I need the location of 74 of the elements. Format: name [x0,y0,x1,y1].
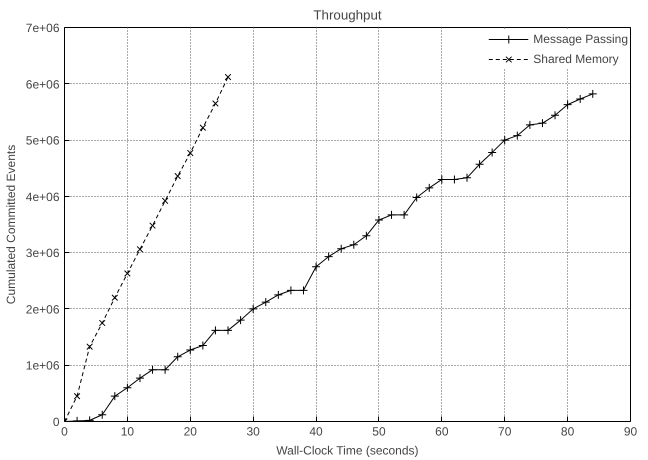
point [124,270,131,277]
x-tick-label: 90 [624,424,638,438]
point [538,118,547,128]
point [500,136,510,145]
point [110,392,120,401]
y-tick-label: 4e+06 [26,190,60,204]
x-tick-label: 40 [309,424,324,438]
y-tick-label: 0 [52,415,60,429]
point [387,210,396,220]
point [424,183,434,192]
point [174,172,182,180]
point [212,100,219,107]
y-axis-title: Cumulated Committed Events [4,144,18,304]
point [475,160,484,169]
point [261,298,270,307]
point [525,120,534,130]
point [136,246,144,253]
point [312,262,321,272]
point [135,374,144,383]
point [224,74,232,80]
x-tick-label: 30 [246,424,260,438]
chart-title: Throughput [313,8,382,22]
point [286,286,296,295]
point [349,240,358,250]
point [111,294,118,301]
point [200,124,206,132]
point [588,89,598,98]
point [274,290,283,300]
point [198,341,208,350]
x-axis-title: Wall-Clock Time (seconds) [276,444,419,458]
point [122,383,132,392]
point [462,173,472,182]
point [98,410,107,420]
point [186,346,195,355]
x-tick-label: 70 [498,424,512,438]
point [576,94,585,104]
x-tick-label: 20 [184,424,198,438]
y-tick-label: 1e+06 [26,358,60,373]
point [160,365,170,374]
point [550,110,560,120]
point [74,392,80,400]
y-tick-label: 7e+06 [26,21,60,35]
y-tick-label: 2e+06 [26,302,60,316]
point [362,231,371,240]
point [298,286,308,295]
x-tick-label: 60 [435,424,449,438]
y-tick-label: 5e+06 [26,134,60,148]
x-tick-label: 50 [372,424,386,438]
x-tick-label: 80 [560,424,575,438]
point [374,215,384,224]
y-tick-label: 3e+06 [26,246,60,260]
point [236,316,246,325]
point [336,244,346,254]
point [224,326,233,335]
point [148,365,158,374]
point [512,131,522,140]
point [149,222,156,229]
x-tick-label: 0 [61,424,68,438]
legend-label: Shared Memory [533,52,619,66]
point [400,210,409,220]
point [173,352,182,362]
point [98,320,106,326]
point [248,304,258,314]
x-tick-label: 10 [120,424,134,438]
y-tick-label: 6e+06 [26,77,60,92]
point [162,198,168,204]
point [186,150,194,156]
point [210,326,220,335]
point [488,148,497,157]
point [86,343,93,350]
point [563,100,572,110]
point [412,192,422,202]
point [324,252,334,262]
legend-label: Message Passing [533,32,628,46]
